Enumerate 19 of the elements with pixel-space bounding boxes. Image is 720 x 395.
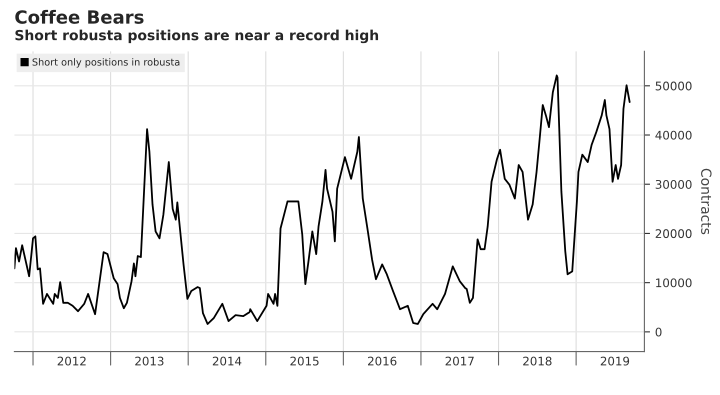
- y-tick-label: 0: [656, 328, 662, 337]
- x-tick-label: 2014: [212, 356, 242, 366]
- x-tick-label: 2013: [135, 356, 164, 366]
- y-tick-label: 40000: [655, 130, 692, 140]
- y-tick-label: 10000: [656, 278, 692, 288]
- chart-title: Coffee Bears: [15, 10, 144, 24]
- line-series: [14, 74, 631, 325]
- x-tick-label: 2017: [446, 356, 474, 366]
- y-tick-label: 50000: [656, 82, 692, 90]
- y-tick-label: 30000: [656, 180, 692, 189]
- x-tick-label: 2018: [523, 356, 552, 366]
- legend-label: Short only positions in robusta: [32, 58, 180, 68]
- x-tick-label: 2016: [368, 356, 396, 366]
- x-tick-label: 2019: [600, 356, 630, 366]
- y-tick-label: 20000: [656, 229, 692, 238]
- x-tick-label: 2015: [290, 356, 319, 366]
- y-axis-title: Contracts: [701, 168, 712, 234]
- chart-subtitle: Short robusta positions are near a record high: [15, 30, 378, 44]
- x-tick-label: 2012: [58, 356, 86, 366]
